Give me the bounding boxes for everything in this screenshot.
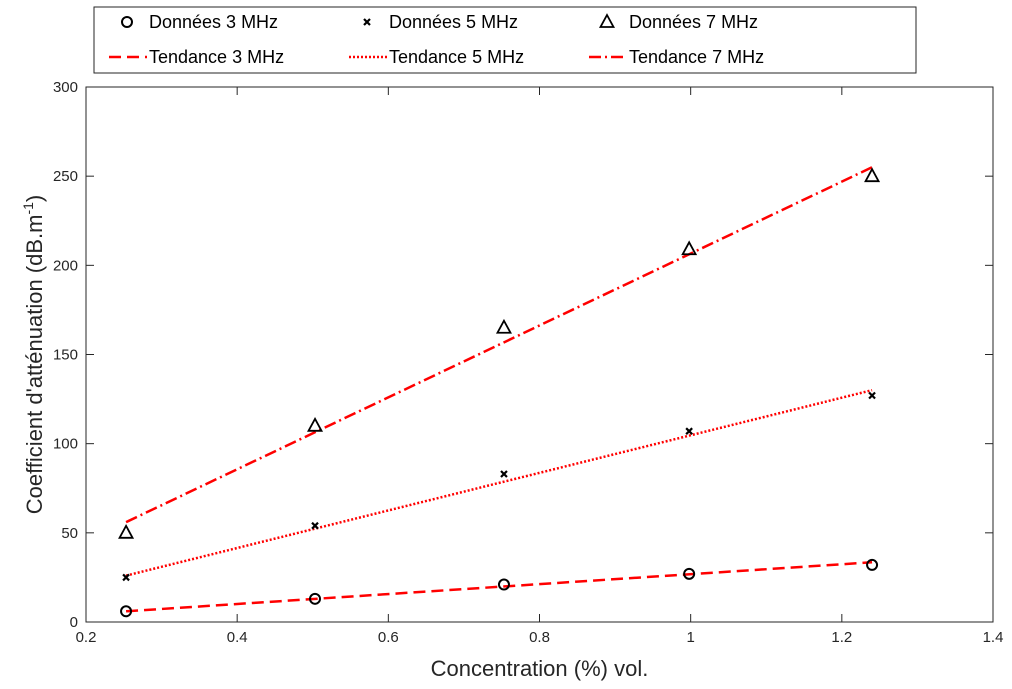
legend-item-donnees-3-mhz: Données 3 MHz: [121, 12, 278, 32]
x-tick-label: 0.6: [378, 629, 399, 646]
x-tick-label: 0.4: [227, 629, 248, 646]
x-tick-label: 1.4: [983, 629, 1004, 646]
data-point-donnees-5-mhz: [311, 521, 319, 530]
x-tick-label: 1.2: [831, 629, 852, 646]
plot-area: [85, 86, 994, 623]
data-point-donnees-3-mhz: [683, 567, 696, 580]
data-point-donnees-7-mhz: [864, 167, 881, 183]
y-tick-label: 0: [70, 614, 78, 631]
data-point-donnees-3-mhz: [309, 592, 322, 605]
y-tick-label: 300: [53, 79, 78, 96]
data-point-donnees-3-mhz: [120, 605, 133, 618]
y-axis-label-close: ): [22, 195, 47, 202]
legend: Données 3 MHz Données 5 MHz Données 7 MHz T…: [93, 6, 917, 74]
legend-item-donnees-5-mhz: Données 5 MHz: [363, 12, 518, 32]
y-axis-label-main: Coefficient d'atténuation (dB.m: [22, 215, 47, 515]
data-point-donnees-7-mhz: [307, 416, 324, 432]
legend-symbol: [598, 13, 616, 28]
y-tick-label: 200: [53, 257, 78, 274]
x-axis-label: Concentration (%) vol.: [431, 656, 649, 681]
legend-item-tendance-7-mhz: Tendance 7 MHz: [589, 47, 764, 67]
y-tick-label: 100: [53, 436, 78, 453]
legend-label: Tendance 7 MHz: [629, 47, 764, 67]
legend-symbol: [363, 18, 371, 26]
y-tick-label: 150: [53, 347, 78, 364]
data-point-donnees-3-mhz: [497, 578, 510, 591]
data-point-donnees-5-mhz: [500, 470, 508, 478]
legend-label: Tendance 3 MHz: [149, 47, 284, 67]
legend-item-tendance-3-mhz: Tendance 3 MHz: [109, 47, 284, 67]
data-point-donnees-7-mhz: [495, 318, 512, 334]
x-tick-label: 1: [686, 629, 694, 646]
x-tick-label: 0.2: [76, 629, 97, 646]
trend-line-tendance-5-mhz: [125, 388, 873, 577]
y-tick-label: 250: [53, 168, 78, 185]
legend-item-donnees-7-mhz: Données 7 MHz: [598, 12, 758, 32]
y-tick-label: 50: [61, 525, 78, 542]
legend-box: [93, 6, 917, 74]
data-point-donnees-7-mhz: [681, 240, 698, 256]
y-axis-label: Coefficient d'atténuation (dB.m-1): [20, 195, 47, 515]
legend-label: Tendance 5 MHz: [389, 47, 524, 67]
trend-line-tendance-3-mhz: [125, 561, 873, 613]
data-point-donnees-5-mhz: [868, 391, 876, 400]
data-point-donnees-5-mhz: [685, 427, 693, 435]
legend-label: Données 5 MHz: [389, 12, 518, 32]
data-point-donnees-7-mhz: [118, 523, 135, 539]
legend-item-tendance-5-mhz: Tendance 5 MHz: [349, 47, 524, 67]
x-tick-label: 0.8: [529, 629, 550, 646]
legend-label: Données 7 MHz: [629, 12, 758, 32]
trend-line-tendance-7-mhz: [125, 166, 873, 524]
legend-label: Données 3 MHz: [149, 12, 278, 32]
data-point-donnees-5-mhz: [122, 573, 130, 582]
data-point-donnees-3-mhz: [866, 558, 879, 571]
legend-symbol: [121, 16, 133, 28]
y-axis-label-superscript: -1: [20, 202, 36, 215]
